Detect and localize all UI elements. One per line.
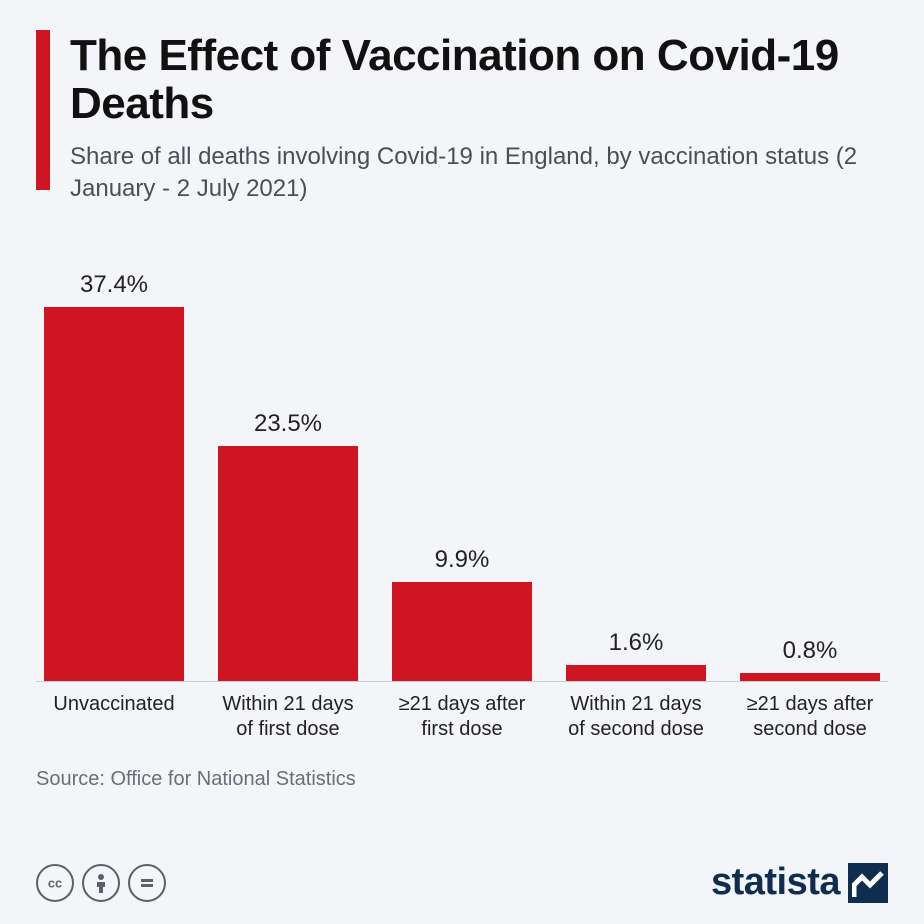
brand: statista — [711, 861, 888, 904]
bar-column: 9.9% — [392, 242, 532, 681]
brand-name: statista — [711, 861, 840, 904]
cc-license-icons: cc — [36, 864, 166, 902]
bar-column: 37.4% — [44, 242, 184, 681]
cc-nd-icon — [128, 864, 166, 902]
bar-value-label: 37.4% — [80, 271, 148, 299]
bar-column: 1.6% — [566, 242, 706, 681]
accent-bar — [36, 30, 50, 190]
bar-rect — [392, 582, 532, 681]
bar-value-label: 23.5% — [254, 410, 322, 438]
bar-chart: 37.4% 23.5% 9.9% 1.6% 0.8% Unvaccinated Withi… — [36, 242, 888, 742]
x-axis-label: Unvaccinated — [44, 692, 184, 742]
x-axis-label: ≥21 days after second dose — [740, 692, 880, 742]
bar-rect — [218, 446, 358, 681]
cc-cc-icon: cc — [36, 864, 74, 902]
footer: cc statista — [36, 861, 888, 904]
header: The Effect of Vaccination on Covid-19 De… — [36, 30, 888, 206]
x-axis-label: ≥21 days after first dose — [392, 692, 532, 742]
cc-by-icon — [82, 864, 120, 902]
brand-mark-icon — [848, 863, 888, 903]
bar-rect — [566, 665, 706, 681]
bar-value-label: 9.9% — [435, 546, 490, 574]
chart-title: The Effect of Vaccination on Covid-19 De… — [70, 32, 888, 127]
chart-subtitle: Share of all deaths involving Covid-19 i… — [70, 141, 888, 206]
bar-column: 23.5% — [218, 242, 358, 681]
bar-column: 0.8% — [740, 242, 880, 681]
bar-value-label: 0.8% — [783, 637, 838, 665]
plot-area: 37.4% 23.5% 9.9% 1.6% 0.8% — [36, 242, 888, 682]
bars-container: 37.4% 23.5% 9.9% 1.6% 0.8% — [36, 242, 888, 681]
svg-text:cc: cc — [48, 875, 62, 890]
title-block: The Effect of Vaccination on Covid-19 De… — [70, 30, 888, 206]
x-axis-label: Within 21 days of second dose — [566, 692, 706, 742]
bar-rect — [44, 307, 184, 681]
bar-value-label: 1.6% — [609, 629, 664, 657]
bar-rect — [740, 673, 880, 681]
x-axis-labels: Unvaccinated Within 21 days of first dose… — [36, 682, 888, 742]
source-text: Source: Office for National Statistics — [36, 768, 888, 791]
x-axis-label: Within 21 days of first dose — [218, 692, 358, 742]
